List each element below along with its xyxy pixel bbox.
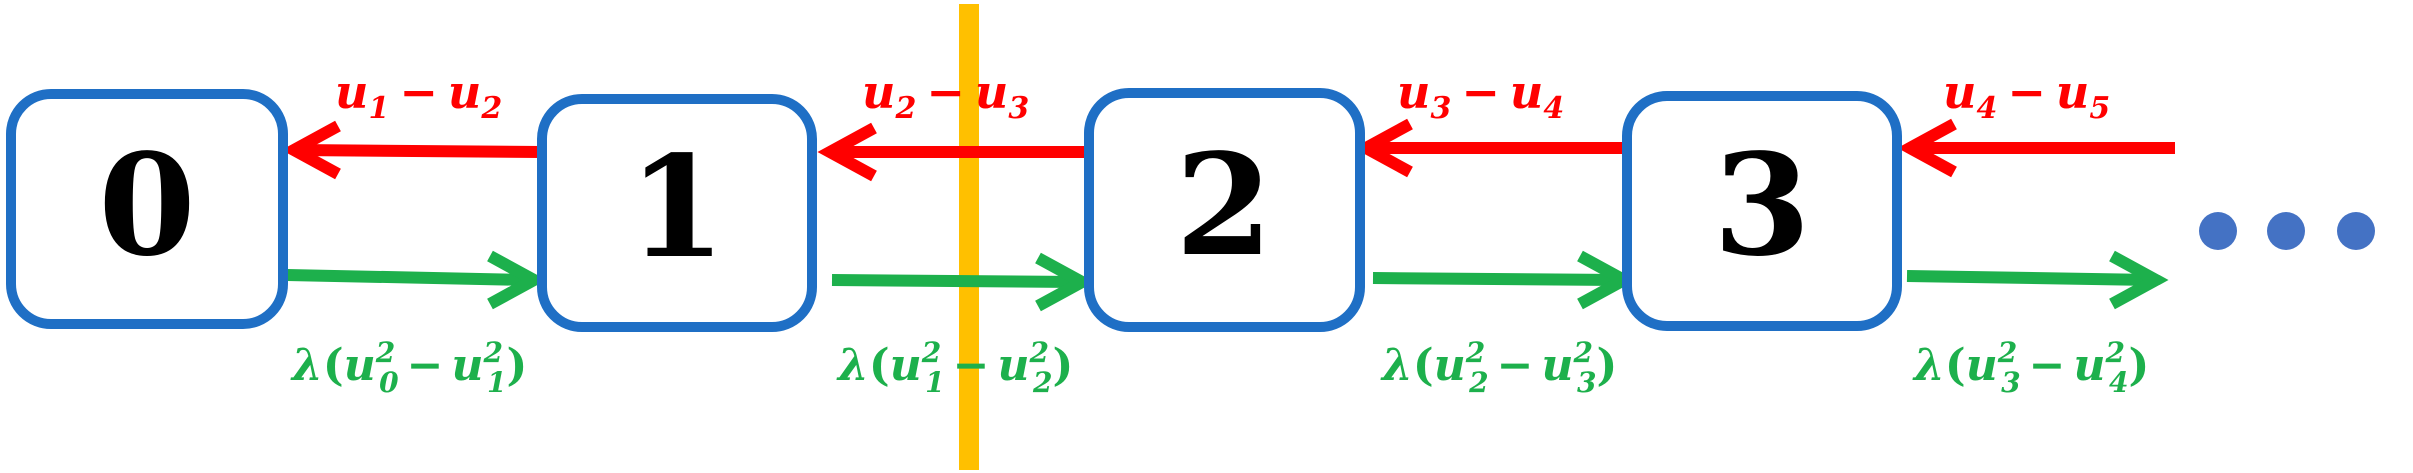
node-box: 1 <box>537 94 817 332</box>
node-label: 0 <box>98 124 195 288</box>
red-edge-label: u3− u4 <box>1397 65 1564 126</box>
green-edge-label: λ(u2 1− u2 2) <box>836 336 1073 399</box>
red-arrow <box>1897 118 2175 178</box>
ellipsis-dot <box>2337 212 2375 250</box>
node-label: 1 <box>628 126 725 290</box>
green-edge-label: λ(u2 0− u2 1) <box>290 336 527 399</box>
green-edge-label: λ(u2 2− u2 3) <box>1380 336 1617 399</box>
ellipsis <box>2199 212 2375 250</box>
green-arrow <box>831 252 1095 312</box>
node-label: 2 <box>1175 124 1272 288</box>
red-edge-label: u2− u3 <box>862 65 1029 126</box>
red-arrow <box>281 120 542 180</box>
ellipsis-dot <box>2199 212 2237 250</box>
node-box: 3 <box>1622 91 1902 331</box>
node-label: 3 <box>1713 124 1810 288</box>
red-arrow <box>1353 118 1633 178</box>
node-box: 2 <box>1084 88 1365 332</box>
red-arrow <box>817 122 1093 182</box>
green-arrow <box>1906 250 2169 310</box>
node-box: 0 <box>6 89 288 329</box>
red-edge-label: u1− u2 <box>335 65 502 126</box>
green-arrow <box>286 250 547 310</box>
green-edge-label: λ(u2 3− u2 4) <box>1912 336 2149 399</box>
red-edge-label: u4− u5 <box>1943 65 2110 126</box>
green-arrow <box>1372 250 1637 310</box>
ellipsis-dot <box>2267 212 2305 250</box>
